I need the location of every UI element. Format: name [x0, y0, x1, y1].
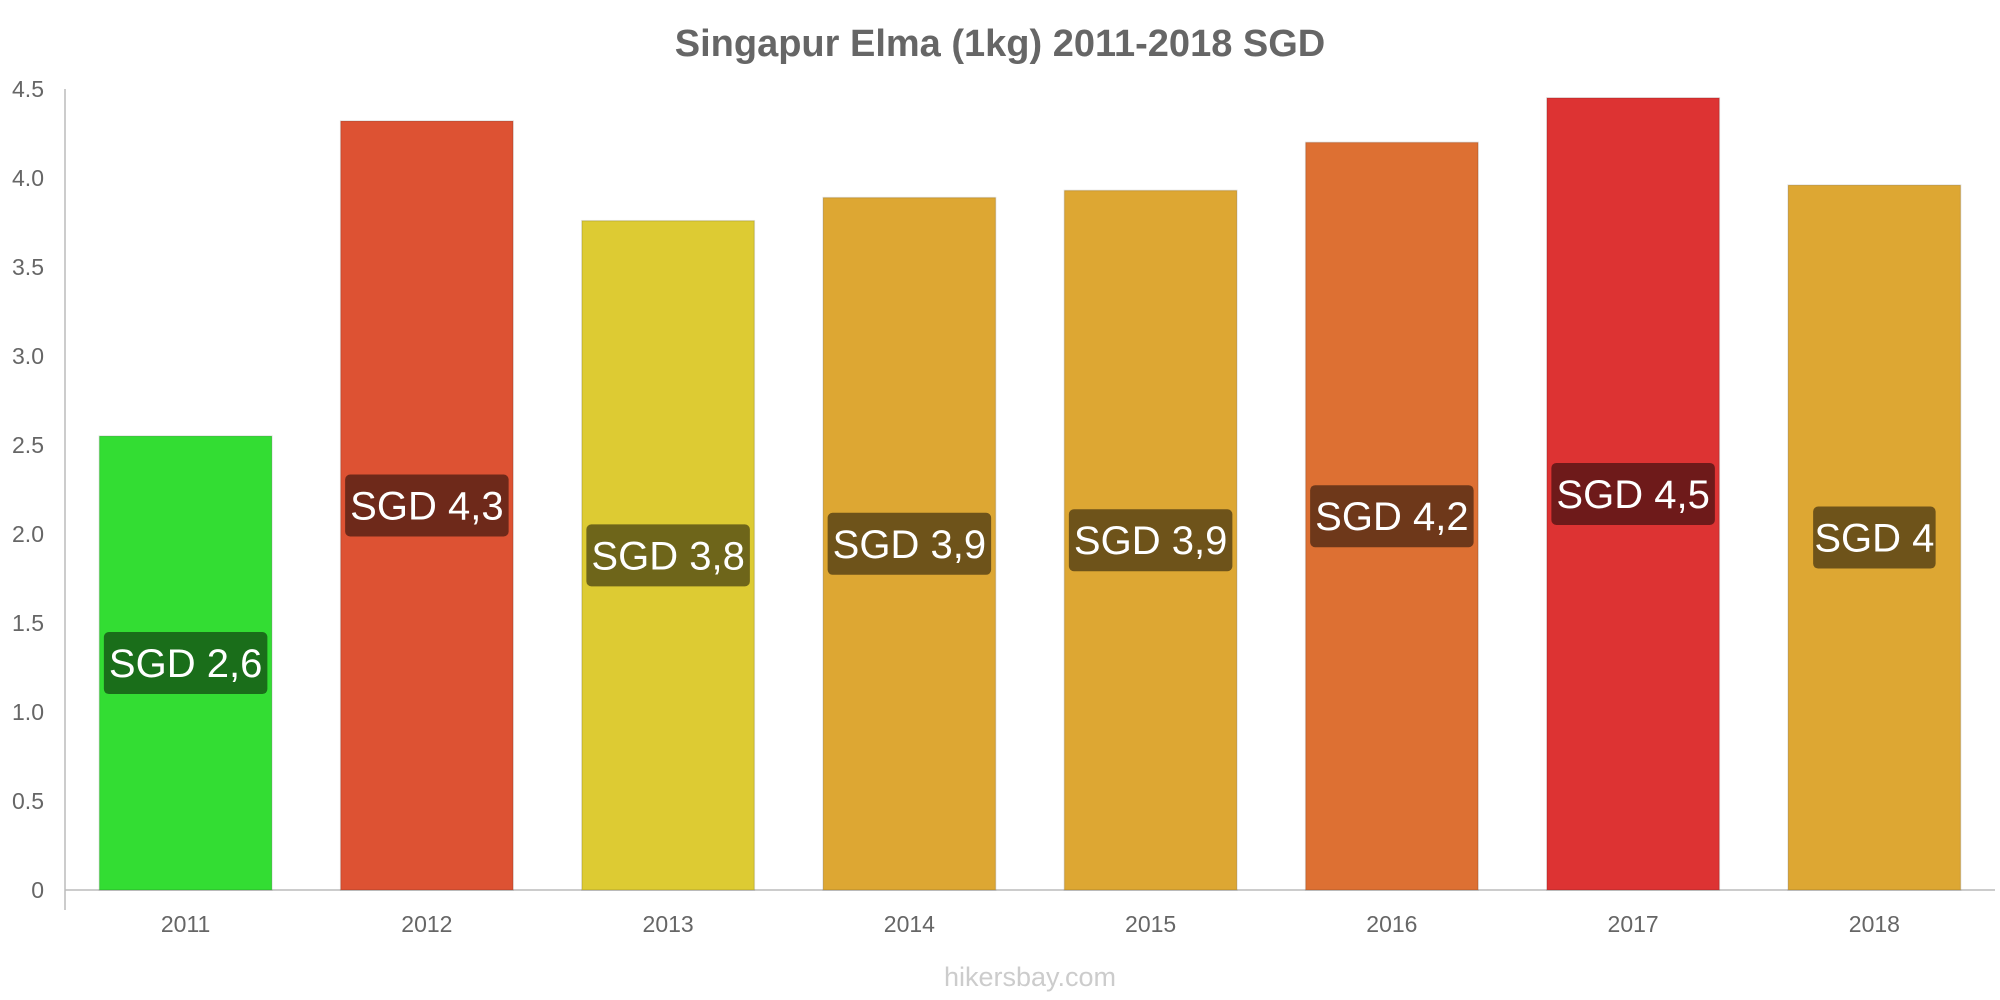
x-tick-label: 2016 — [1366, 911, 1417, 937]
watermark: hikersbay.com — [944, 962, 1116, 992]
data-label-box — [827, 512, 992, 575]
data-labels: SGD 2,6 SGD 4,3 SGD 3,8 SGD 3,9 SGD 3,9 SGD 4… — [103, 462, 1936, 695]
y-tick-label: 3.5 — [12, 254, 44, 280]
y-tick-label: 3.0 — [12, 343, 44, 369]
data-label-box — [1068, 509, 1233, 572]
data-label-box — [586, 524, 750, 587]
y-tick-label: 1.5 — [12, 610, 44, 636]
data-label-box — [1551, 462, 1715, 525]
x-tick-label: 2014 — [884, 911, 935, 937]
data-label: SGD 3,8 — [586, 524, 750, 587]
data-label: SGD 4,3 — [345, 474, 509, 537]
data-label: SGD 4 — [1813, 506, 1936, 569]
data-label-text: SGD 3,8 — [591, 534, 744, 578]
x-tick-label: 2013 — [643, 911, 694, 937]
y-axis: 0 0.5 1.0 1.5 2.0 2.5 3.0 3.5 4.0 4.5 — [12, 76, 66, 910]
data-label-text: SGD 4,5 — [1556, 473, 1709, 517]
x-tick-label: 2011 — [161, 911, 210, 937]
x-tick-label: 2018 — [1849, 911, 1900, 937]
data-label-text: SGD 2,6 — [109, 642, 262, 686]
data-label-text: SGD 4 — [1814, 517, 1934, 561]
y-tick-label: 2.0 — [12, 521, 44, 547]
y-tick-label: 2.5 — [12, 432, 44, 458]
data-label: SGD 3,9 — [827, 512, 992, 575]
data-label-text: SGD 3,9 — [1074, 519, 1227, 563]
data-label-box — [103, 632, 268, 695]
data-label-box — [1813, 506, 1936, 569]
data-label-text: SGD 3,9 — [833, 523, 986, 567]
chart-title: Singapur Elma (1kg) 2011-2018 SGD — [675, 23, 1326, 65]
data-label: SGD 4,5 — [1551, 462, 1715, 525]
data-label-box — [345, 474, 509, 537]
x-tick-label: 2012 — [401, 911, 452, 937]
y-tick-label: 4.5 — [12, 76, 44, 102]
data-label: SGD 3,9 — [1068, 509, 1233, 572]
data-label-text: SGD 4,2 — [1315, 495, 1468, 539]
x-axis: 2011 2012 2013 2014 2015 2016 2017 2018 — [65, 889, 1995, 937]
data-label: SGD 2,6 — [103, 632, 268, 695]
data-label-box — [1310, 485, 1474, 548]
data-label: SGD 4,2 — [1310, 485, 1474, 548]
y-tick-label: 1.0 — [12, 699, 44, 725]
x-tick-label: 2015 — [1125, 911, 1176, 937]
x-tick-label: 2017 — [1608, 911, 1659, 937]
y-tick-label: 4.0 — [12, 165, 44, 191]
y-tick-label: 0 — [31, 877, 44, 903]
data-label-text: SGD 4,3 — [350, 485, 503, 529]
y-tick-label: 0.5 — [12, 788, 44, 814]
